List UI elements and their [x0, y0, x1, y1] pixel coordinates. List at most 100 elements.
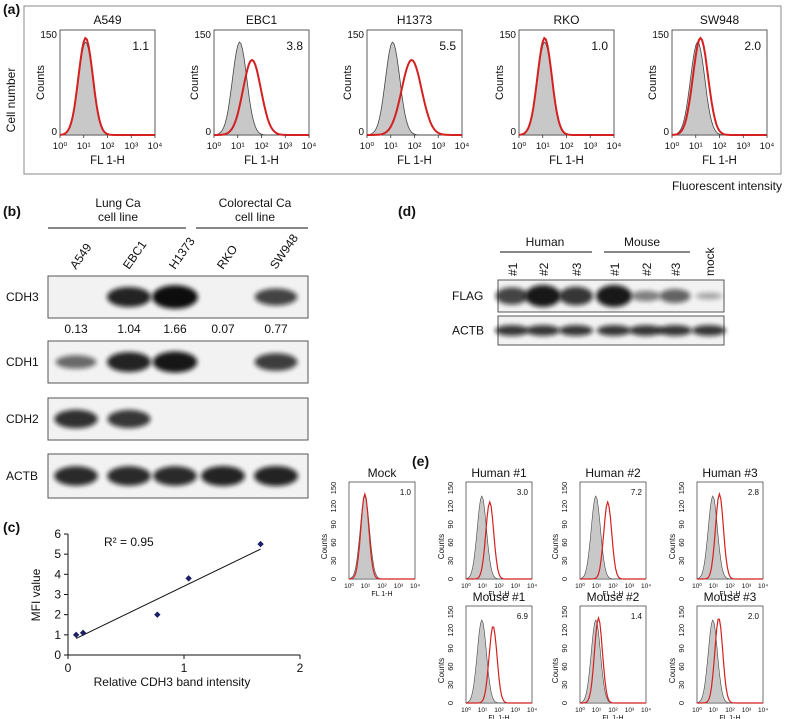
ytick-label: 150 — [446, 606, 455, 619]
blot-row-cdh3: CDH3 — [6, 275, 309, 319]
histogram-title: A549 — [93, 13, 121, 27]
counts-axis-label: Counts — [647, 65, 659, 100]
histogram-e-mouse-2: Mouse #2 1.4 0 30 60 90 120 150 Counts 10⁰ 10¹ 10² 1… — [551, 590, 651, 719]
ytick-label: 120 — [677, 500, 686, 513]
ytick-label: 150 — [194, 30, 211, 41]
histogram-a-sw948: SW948 2.0 Counts 150 0 10⁰ 10¹ 10² 10³ 10⁴ FL 1-H — [647, 13, 774, 167]
xtick-label: 10¹ — [478, 583, 488, 590]
xtick-label: 10¹ — [709, 707, 719, 714]
histogram-title: H1373 — [397, 13, 433, 27]
fl-axis-label: FL 1-H — [371, 591, 392, 598]
western-blot-b: A549 EBC1 H1373 RKO SW948 CDH3 CDH1 CDH2 ACTB 0.1… — [6, 231, 309, 499]
y-axis-title: MFI value — [29, 568, 43, 621]
ytick-label: 1 — [54, 628, 61, 642]
fl-axis-label: FL 1-H — [602, 715, 623, 719]
fl-axis-label: FL 1-H — [397, 155, 432, 167]
xtick-label: 10³ — [124, 141, 138, 152]
ytick-label: 120 — [446, 500, 455, 513]
fl-axis-label: FL 1-H — [90, 155, 125, 167]
blot-band — [107, 352, 151, 372]
blot-band — [201, 466, 245, 486]
sample-histogram — [348, 491, 415, 580]
histogram-title: RKO — [553, 13, 579, 27]
blot-band — [55, 355, 97, 369]
ytick-label: 0 — [329, 577, 338, 581]
lane-label: A549 — [67, 240, 95, 271]
xtick-label: 0 — [65, 661, 72, 675]
mfi-value: 7.2 — [631, 488, 643, 497]
xtick-label: 10⁴ — [641, 583, 651, 590]
ytick-label: 90 — [329, 520, 338, 528]
xtick-label: 10⁰ — [461, 706, 471, 714]
xtick-label: 10⁴ — [760, 141, 775, 152]
xtick-label: 10² — [608, 583, 618, 590]
mfi-value: 2.8 — [748, 488, 760, 497]
xtick-label: 10¹ — [592, 583, 602, 590]
blot-band — [495, 287, 529, 305]
xtick-label: 10⁰ — [575, 706, 585, 714]
blot-band — [692, 325, 726, 336]
blot-row-label: ACTB — [6, 469, 38, 483]
histogram-title: Mouse #2 — [587, 590, 640, 604]
human-group-label: Human — [526, 235, 565, 249]
xtick-label: 10⁴ — [758, 583, 768, 590]
ytick-label: 30 — [446, 681, 455, 689]
xtick-label: 10² — [725, 583, 735, 590]
ytick-label: 0 — [446, 577, 455, 581]
histogram-a-a549: A549 1.1 Counts 150 0 10⁰ 10¹ 10² 10³ 10⁴ FL 1-H — [35, 13, 162, 167]
xtick-label: 10³ — [278, 141, 292, 152]
ytick-label: 150 — [677, 482, 686, 495]
histogram-title: Human #2 — [585, 466, 641, 480]
x-axis-title: Relative CDH3 band intensity — [94, 675, 251, 689]
histogram-title: Mouse #1 — [473, 590, 526, 604]
lane-label: mock — [703, 246, 717, 276]
counts-axis-label: Counts — [342, 65, 354, 100]
cdh3-intensity-value: 0.07 — [211, 322, 235, 336]
ytick-label: 0 — [560, 577, 569, 581]
xtick-label: 10² — [377, 583, 387, 590]
blot-band — [695, 292, 723, 300]
xtick-label: 10³ — [625, 707, 635, 714]
histogram-e-human-3: Human #3 2.8 0 30 60 90 120 150 Counts 10⁰ 10¹ 10² 1… — [668, 466, 768, 598]
counts-axis-label: Counts — [494, 65, 506, 100]
blot-d-row-flag: FLAG — [452, 279, 725, 313]
blot-band — [54, 409, 98, 429]
xtick-label: 10³ — [625, 583, 635, 590]
blot-band — [107, 466, 151, 486]
xtick-label: 10⁴ — [148, 141, 163, 152]
ytick-label: 150 — [677, 606, 686, 619]
lane-label: #2 — [537, 262, 551, 276]
blot-band — [525, 285, 561, 307]
xtick-label: 10² — [713, 141, 727, 152]
ytick-label: 120 — [329, 500, 338, 513]
ytick-label: 90 — [560, 644, 569, 652]
fl-axis-label: FL 1-H — [488, 715, 509, 719]
mfi-value: 1.0 — [400, 488, 412, 497]
blot-band — [54, 466, 98, 486]
ytick-label: 90 — [446, 644, 455, 652]
histogram-title: EBC1 — [246, 13, 278, 27]
xtick-label: 10² — [408, 141, 422, 152]
blot-band — [526, 325, 560, 336]
histogram-a-h1373: H1373 5.5 Counts 150 0 10⁰ 10¹ 10² 10³ 10⁴ FL 1-H — [342, 13, 469, 167]
panel-label-a: (a) — [3, 1, 20, 17]
fl-axis-label: FL 1-H — [244, 155, 279, 167]
ytick-label: 5 — [54, 547, 61, 561]
mfi-value: 5.5 — [439, 39, 456, 53]
histogram-e-mouse-3: Mouse #3 2.0 0 30 60 90 120 150 Counts 10⁰ 10¹ 10² 1… — [668, 590, 768, 719]
xtick-label: 10² — [560, 141, 574, 152]
xtick-label: 10⁰ — [461, 582, 471, 590]
xtick-label: 10¹ — [478, 707, 488, 714]
panel-label-c: (c) — [3, 519, 20, 535]
lane-label: #1 — [506, 262, 520, 276]
lane-label: RKO — [214, 242, 240, 271]
blot-band — [254, 466, 298, 486]
mfi-value: 1.1 — [132, 39, 149, 53]
ytick-label: 90 — [677, 644, 686, 652]
xtick-label: 10⁴ — [410, 583, 420, 590]
lung-ca-group-label: Lung Ca cell line — [95, 196, 141, 224]
ytick-label: 30 — [329, 557, 338, 565]
xtick-label: 10³ — [742, 707, 752, 714]
